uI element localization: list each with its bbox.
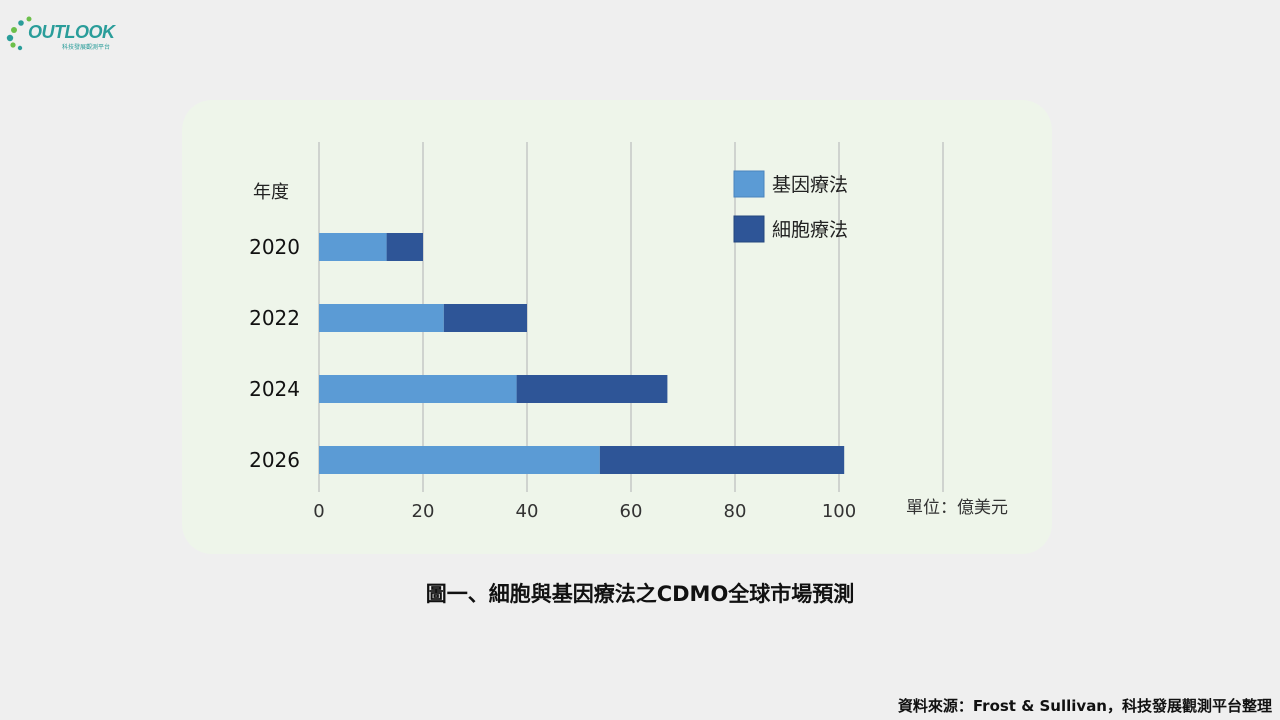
x-tick-label: 100 [822, 501, 856, 522]
legend-label: 細胞療法 [772, 219, 848, 241]
logo-dots-icon [6, 16, 32, 51]
category-axis-title: 年度 [253, 182, 289, 203]
logo-tagline: 科技發展觀測平台 [62, 44, 111, 51]
x-tick-label: 20 [412, 501, 435, 522]
bar-cell-therapy [386, 233, 423, 261]
source-note: 資料來源：Frost & Sullivan，科技發展觀測平台整理 [897, 697, 1272, 715]
bar-gene-therapy [319, 446, 600, 474]
bar-cell-therapy [516, 375, 668, 403]
x-tick-label: 80 [724, 501, 747, 522]
unit-label: 單位：億美元 [906, 498, 1008, 518]
outlook-logo: OUTLOOK 科技發展觀測平台 [4, 10, 115, 52]
category-label: 2026 [249, 448, 300, 472]
bar-gene-therapy [319, 304, 444, 332]
x-tick-label: 60 [620, 501, 643, 522]
legend-swatch [733, 215, 765, 243]
category-label: 2020 [249, 235, 300, 259]
legend-label: 基因療法 [772, 174, 848, 196]
bar-gene-therapy [319, 375, 517, 403]
figure-caption: 圖一、細胞與基因療法之CDMO全球市場預測 [425, 582, 855, 606]
x-tick-label: 0 [313, 501, 324, 522]
category-label: 2024 [249, 377, 300, 401]
x-tick-label: 40 [516, 501, 539, 522]
bar-gene-therapy [319, 233, 387, 261]
legend-swatch [733, 170, 765, 198]
category-label: 2022 [249, 306, 300, 330]
bar-cell-therapy [443, 304, 527, 332]
bar-cell-therapy [599, 446, 845, 474]
logo-wordmark: OUTLOOK [28, 22, 115, 42]
